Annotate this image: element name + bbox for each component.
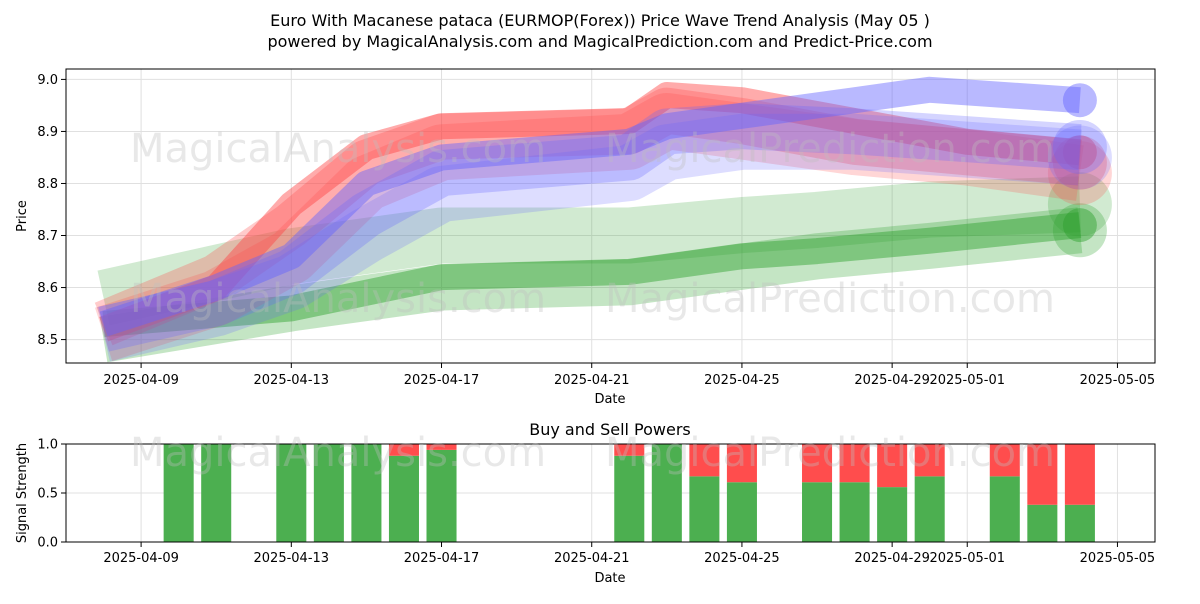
buy-power-bar: [351, 444, 382, 542]
wave-end-point: [1062, 83, 1097, 118]
powers-x-tick-label: 2025-04-09: [103, 551, 179, 566]
powers-y-tick-label: 0.0: [37, 536, 58, 551]
price-y-tick-label: 9.0: [37, 73, 58, 88]
watermark-mid-left: MagicalAnalysis.com: [130, 276, 546, 322]
wave-series-blue: [99, 76, 1081, 337]
wave-end-point: [1052, 135, 1107, 190]
wave-series-red: [99, 82, 1082, 342]
wave-series-blue: [98, 103, 1082, 352]
wave-end-point: [1047, 141, 1112, 206]
wave-series-red: [94, 93, 1084, 362]
buy-power-bar: [689, 476, 720, 542]
price-y-tick-label: 8.9: [37, 125, 58, 140]
watermark-bottom-right: MagicalPrediction.com: [605, 430, 1055, 476]
powers-x-tick-label: 2025-04-25: [704, 551, 780, 566]
sell-power-bar: [614, 444, 645, 456]
price-y-tick-label: 8.6: [37, 281, 58, 296]
price-x-tick-label: 2025-04-21: [554, 373, 630, 388]
buy-power-bar: [313, 444, 344, 542]
sell-power-bar: [802, 444, 833, 483]
wave-series-blue: [97, 113, 1082, 362]
price-x-tick-label: 2025-05-01: [929, 373, 1005, 388]
sell-power-bar: [877, 444, 908, 488]
buy-power-bar: [276, 444, 307, 542]
powers-chart-xlabel: Date: [594, 571, 625, 586]
price-chart-xlabel: Date: [594, 392, 625, 407]
wave-end-point: [1062, 208, 1097, 243]
powers-chart-ticks: 2025-04-09 2025-04-13 2025-04-17 2025-04-21…: [37, 438, 1155, 567]
sell-power-bar: [689, 444, 720, 477]
powers-y-tick-label: 1.0: [37, 438, 58, 453]
sell-power-bar: [726, 444, 757, 483]
wave-end-point: [1047, 125, 1112, 190]
price-x-tick-label: 2025-04-25: [704, 373, 780, 388]
powers-x-tick-label: 2025-04-21: [554, 551, 630, 566]
price-x-tick-label: 2025-04-13: [254, 373, 330, 388]
wave-end-point: [1062, 135, 1097, 170]
buy-power-bar: [802, 482, 833, 542]
buy-power-bar: [877, 487, 908, 542]
buy-power-bar: [614, 455, 645, 542]
sell-power-bar: [426, 444, 457, 450]
watermark-top-right: MagicalPrediction.com: [605, 126, 1055, 172]
powers-chart-bars: [163, 444, 1095, 542]
wave-series-red: [94, 87, 1083, 346]
price-y-tick-label: 8.5: [37, 333, 58, 348]
price-x-tick-label: 2025-04-09: [103, 373, 179, 388]
wave-series-green: [97, 176, 1081, 326]
wave-end-point: [1047, 172, 1112, 237]
watermark-bottom-left: MagicalAnalysis.com: [130, 430, 546, 476]
powers-chart-title: Buy and Sell Powers: [529, 420, 691, 439]
powers-x-tick-label: 2025-04-29: [854, 551, 930, 566]
powers-x-tick-label: 2025-04-17: [404, 551, 480, 566]
wave-series-green: [99, 207, 1083, 363]
wave-end-point: [1052, 120, 1107, 175]
price-chart-series: [94, 76, 1112, 363]
buy-power-bar: [1027, 504, 1058, 542]
buy-power-bar: [914, 476, 945, 542]
price-chart-grid: [66, 69, 1155, 363]
chart-title-line2: powered by MagicalAnalysis.com and Magic…: [267, 32, 932, 51]
sell-power-bar: [1064, 444, 1095, 505]
price-y-tick-label: 8.7: [37, 229, 58, 244]
buy-power-bar: [989, 476, 1020, 542]
powers-x-tick-label: 2025-05-05: [1080, 551, 1156, 566]
price-x-tick-label: 2025-04-29: [854, 373, 930, 388]
price-x-tick-label: 2025-05-05: [1080, 373, 1156, 388]
watermark-mid-right: MagicalPrediction.com: [605, 276, 1055, 322]
sell-power-bar: [388, 444, 419, 456]
powers-y-tick-label: 0.5: [37, 487, 58, 502]
powers-chart-ylabel: Signal Strength: [15, 443, 30, 543]
buy-power-bar: [201, 444, 232, 542]
sell-power-bar: [839, 444, 870, 483]
powers-x-tick-label: 2025-05-01: [929, 551, 1005, 566]
sell-power-bar: [989, 444, 1020, 477]
powers-x-tick-label: 2025-04-13: [254, 551, 330, 566]
price-x-tick-label: 2025-04-17: [404, 373, 480, 388]
chart-title-line1: Euro With Macanese pataca (EURMOP(Forex)…: [270, 11, 930, 30]
wave-end-point: [1052, 203, 1107, 258]
wave-series-green: [102, 212, 1082, 337]
buy-power-bar: [388, 455, 419, 542]
price-chart-ylabel: Price: [15, 200, 30, 232]
buy-power-bar: [1064, 504, 1095, 542]
buy-power-bar: [426, 449, 457, 542]
watermark-top-left: MagicalAnalysis.com: [130, 126, 546, 172]
buy-power-bar: [651, 444, 682, 542]
sell-power-bar: [914, 444, 945, 477]
buy-power-bar: [726, 482, 757, 542]
price-y-tick-label: 8.8: [37, 177, 58, 192]
sell-power-bar: [1027, 444, 1058, 505]
buy-power-bar: [163, 444, 194, 542]
price-chart-ticks: 2025-04-09 2025-04-13 2025-04-17 2025-04-21…: [37, 73, 1155, 388]
buy-power-bar: [839, 482, 870, 542]
price-chart-frame: [65, 68, 1156, 364]
